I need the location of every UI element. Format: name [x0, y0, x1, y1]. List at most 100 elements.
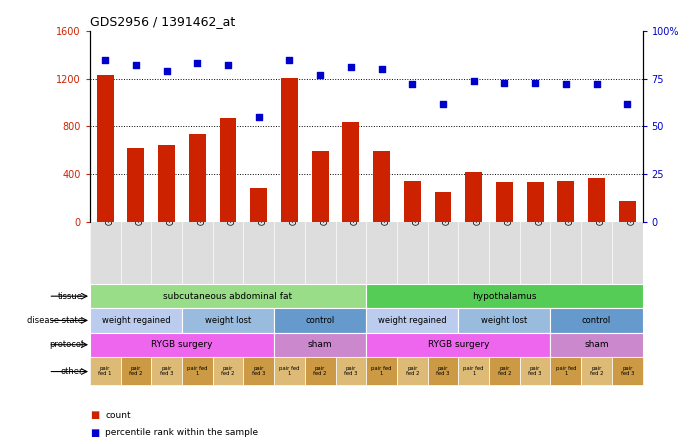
Bar — [496, 182, 513, 222]
Bar — [612, 357, 643, 385]
Text: GSM206049: GSM206049 — [504, 178, 513, 225]
Text: sham: sham — [585, 340, 609, 349]
Bar — [581, 357, 612, 385]
Text: protocol: protocol — [49, 340, 83, 349]
Point — [499, 79, 510, 86]
Text: pair
fed 3: pair fed 3 — [436, 365, 450, 377]
Text: pair
fed 3: pair fed 3 — [529, 365, 542, 377]
Text: hypothalamus: hypothalamus — [472, 292, 537, 301]
Point — [346, 64, 357, 71]
Bar — [158, 146, 175, 222]
Text: pair
fed 1: pair fed 1 — [98, 365, 112, 377]
Text: RYGB surgery: RYGB surgery — [428, 340, 489, 349]
Bar — [220, 118, 236, 222]
Text: pair
fed 3: pair fed 3 — [252, 365, 265, 377]
Bar — [182, 357, 213, 385]
Text: subcutaneous abdominal fat: subcutaneous abdominal fat — [164, 292, 292, 301]
Bar — [90, 333, 274, 357]
Text: GSM206025: GSM206025 — [596, 178, 605, 225]
Text: pair
fed 2: pair fed 2 — [406, 365, 419, 377]
Text: GSM206041: GSM206041 — [443, 178, 452, 225]
Bar — [366, 333, 551, 357]
Bar — [435, 192, 451, 222]
Point — [284, 56, 295, 63]
Bar — [90, 308, 182, 333]
Text: weight lost: weight lost — [482, 316, 527, 325]
Bar — [336, 357, 366, 385]
Text: pair fed
1: pair fed 1 — [371, 365, 392, 377]
Bar — [127, 148, 144, 222]
Point — [131, 62, 142, 69]
Bar — [189, 134, 206, 222]
Bar — [558, 181, 574, 222]
Point — [192, 60, 203, 67]
Bar — [274, 357, 305, 385]
Bar — [619, 201, 636, 222]
Text: GSM206050: GSM206050 — [535, 178, 544, 225]
Point — [560, 81, 571, 88]
Bar — [250, 188, 267, 222]
Text: pair
fed 2: pair fed 2 — [590, 365, 603, 377]
Text: pair
fed 3: pair fed 3 — [160, 365, 173, 377]
Bar — [489, 357, 520, 385]
Point — [468, 77, 480, 84]
Point — [314, 71, 325, 79]
Text: weight regained: weight regained — [378, 316, 446, 325]
Text: GSM206024: GSM206024 — [320, 178, 329, 225]
Bar — [366, 308, 458, 333]
Bar — [305, 357, 336, 385]
Text: GSM206036: GSM206036 — [136, 178, 145, 225]
Point — [437, 100, 448, 107]
Point — [161, 67, 172, 75]
Point — [223, 62, 234, 69]
Bar — [151, 357, 182, 385]
Bar — [551, 333, 643, 357]
Bar — [551, 357, 581, 385]
Bar — [213, 357, 243, 385]
Text: GSM206043: GSM206043 — [198, 178, 207, 225]
Text: sham: sham — [308, 340, 332, 349]
Text: pair fed
1: pair fed 1 — [464, 365, 484, 377]
Text: pair fed
1: pair fed 1 — [279, 365, 300, 377]
Bar — [274, 333, 366, 357]
Text: other: other — [61, 367, 83, 376]
Bar — [120, 357, 151, 385]
Text: GSM206023: GSM206023 — [566, 178, 575, 225]
Bar — [373, 151, 390, 222]
Bar — [366, 284, 643, 308]
Text: GSM206031: GSM206031 — [105, 178, 114, 225]
Text: GSM206040: GSM206040 — [167, 178, 176, 225]
Point — [376, 66, 387, 73]
Text: weight regained: weight regained — [102, 316, 170, 325]
Bar — [312, 151, 329, 222]
Bar — [343, 122, 359, 222]
Text: control: control — [582, 316, 611, 325]
Bar — [520, 357, 551, 385]
Text: pair
fed 2: pair fed 2 — [221, 365, 235, 377]
Text: pair
fed 2: pair fed 2 — [314, 365, 327, 377]
Point — [253, 113, 264, 120]
Text: GSM206034: GSM206034 — [381, 178, 390, 225]
Text: control: control — [305, 316, 334, 325]
Text: GSM206044: GSM206044 — [228, 178, 237, 225]
Bar — [243, 357, 274, 385]
Point — [100, 56, 111, 63]
Text: pair
fed 3: pair fed 3 — [621, 365, 634, 377]
Text: pair
fed 3: pair fed 3 — [344, 365, 357, 377]
Text: GSM206038: GSM206038 — [413, 178, 422, 225]
Text: weight lost: weight lost — [205, 316, 251, 325]
Text: tissue: tissue — [58, 292, 83, 301]
Text: GSM206045: GSM206045 — [258, 178, 267, 225]
Point — [529, 79, 540, 86]
Point — [591, 81, 602, 88]
Bar — [274, 308, 366, 333]
Point — [407, 81, 418, 88]
Text: RYGB surgery: RYGB surgery — [151, 340, 213, 349]
Bar — [458, 357, 489, 385]
Text: ■: ■ — [90, 410, 99, 420]
Text: count: count — [105, 411, 131, 420]
Text: pair
fed 2: pair fed 2 — [129, 365, 142, 377]
Bar — [428, 357, 458, 385]
Bar — [90, 357, 120, 385]
Bar — [90, 284, 366, 308]
